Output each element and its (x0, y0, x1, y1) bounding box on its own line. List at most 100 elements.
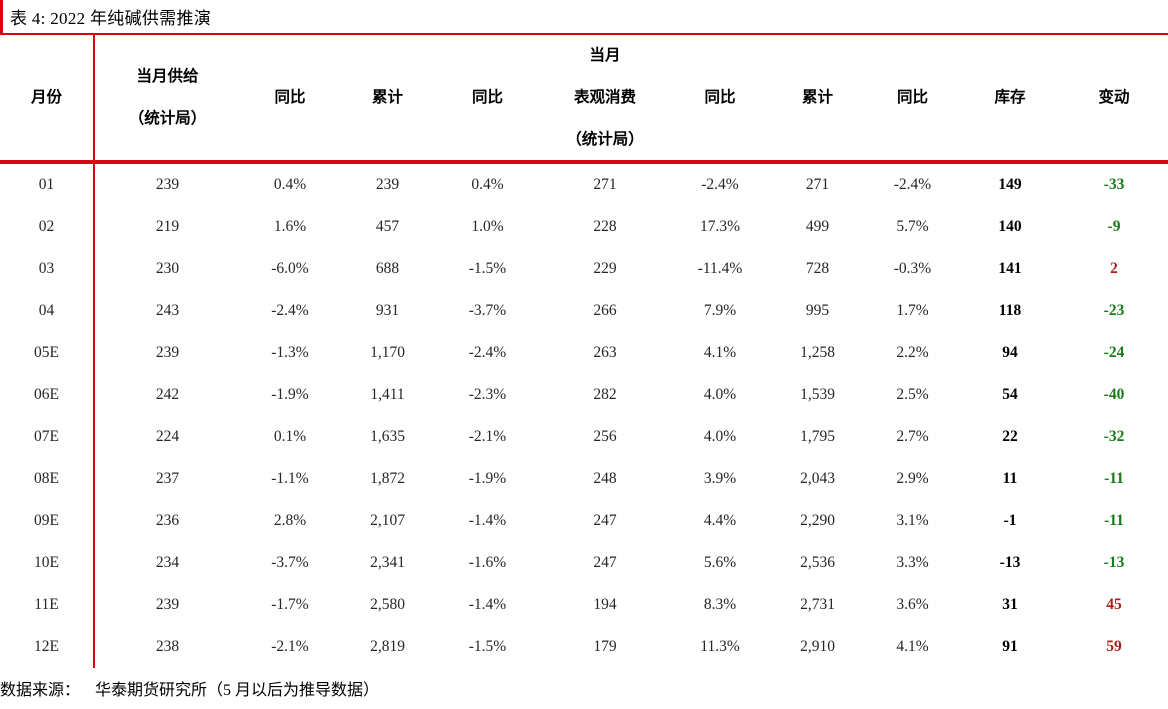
inventory-cell: -1 (1003, 512, 1017, 529)
col-header-change: 变动 (1060, 35, 1168, 160)
inventory-cell: 91 (1002, 638, 1018, 655)
consumption-yoy-cell: -11.4% (697, 260, 743, 277)
supply-cell: 238 (155, 638, 180, 655)
consumption-cell: 247 (593, 554, 617, 571)
col-header-month-label: 月份 (30, 88, 62, 106)
table-row: 07E 224 0.1% 1,635 -2.1% 256 4.0% 1,795 2.7% 22 -3… (0, 416, 1168, 458)
change-cell: -11 (1104, 512, 1124, 529)
table-title-text: 表 4: 2022 年纯碱供需推演 (10, 9, 212, 28)
supply-yoy-cell: -1.7% (271, 596, 309, 613)
data-source-note: 数据来源： 华泰期货研究所（5 月以后为推导数据） (0, 676, 1168, 700)
supply-cum-yoy-cell: -1.5% (468, 260, 507, 277)
col-header-inventory: 库存 (960, 35, 1060, 160)
supply-cum-yoy-cell: -2.4% (468, 344, 507, 361)
consumption-cum-yoy-cell: 3.3% (896, 554, 929, 571)
supply-yoy-cell: 2.8% (273, 512, 307, 529)
table-row: 06E 242 -1.9% 1,411 -2.3% 282 4.0% 1,539 2.5% 54 -… (0, 374, 1168, 416)
supply-cum-cell: 688 (375, 260, 400, 277)
supply-yoy-cell: 0.1% (273, 428, 307, 445)
consumption-cell: 248 (593, 470, 617, 487)
col-header-consumption-cum-yoy: 同比 (865, 35, 960, 160)
consumption-cum-yoy-cell: 4.1% (896, 638, 929, 655)
consumption-cum-yoy-cell: 2.7% (896, 428, 929, 445)
consumption-cum-yoy-cell: 2.5% (896, 386, 929, 403)
supply-cum-yoy-cell: 1.0% (471, 218, 504, 235)
consumption-cum-cell: 1,539 (800, 386, 835, 403)
col-header-consumption-yoy: 同比 (670, 35, 770, 160)
month-cell: 04 (0, 290, 95, 332)
consumption-yoy-cell: 5.6% (703, 554, 737, 571)
inventory-cell: 94 (1002, 344, 1018, 361)
consumption-cum-yoy-cell: 3.1% (896, 512, 929, 529)
consumption-yoy-cell: 4.1% (703, 344, 737, 361)
month-cell: 12E (0, 626, 95, 668)
change-cell: -40 (1103, 386, 1125, 403)
table-body: 01 239 0.4% 239 0.4% 271 -2.4% 271 -2.4% 149 -33 02… (0, 164, 1168, 668)
month-cell: 01 (0, 164, 95, 206)
col-header-inventory-label: 库存 (994, 88, 1026, 106)
consumption-cell: 256 (593, 428, 617, 445)
month-cell: 10E (0, 542, 95, 584)
supply-yoy-cell: -3.7% (271, 554, 309, 571)
col-header-consumption-line2: 表观消费 (573, 88, 636, 106)
col-header-consumption: 当月 表观消费 （统计局） (540, 35, 670, 160)
col-header-consumption-yoy-label: 同比 (704, 88, 736, 106)
consumption-cell: 282 (593, 386, 617, 403)
supply-cum-cell: 1,635 (370, 428, 405, 445)
change-cell: -23 (1103, 302, 1125, 319)
supply-cum-yoy-cell: -3.7% (468, 302, 507, 319)
table-row: 05E 239 -1.3% 1,170 -2.4% 263 4.1% 1,258 2.2% 94 -… (0, 332, 1168, 374)
table-row: 02 219 1.6% 457 1.0% 228 17.3% 499 5.7% 140 -9 (0, 206, 1168, 248)
consumption-cum-yoy-cell: 2.2% (896, 344, 929, 361)
supply-yoy-cell: -2.4% (271, 302, 309, 319)
supply-cell: 230 (155, 260, 180, 277)
inventory-cell: 54 (1002, 386, 1018, 403)
supply-cum-cell: 2,580 (370, 596, 405, 613)
consumption-cell: 247 (593, 512, 617, 529)
consumption-cum-yoy-cell: 3.6% (896, 596, 929, 613)
supply-cum-yoy-cell: -2.1% (468, 428, 507, 445)
supply-cell: 219 (155, 218, 180, 235)
supply-cum-cell: 2,819 (370, 638, 405, 655)
change-cell: 2 (1110, 260, 1118, 277)
col-header-supply-line2: （统计局） (128, 109, 207, 127)
supply-cum-cell: 1,170 (370, 344, 405, 361)
consumption-cell: 271 (593, 176, 617, 193)
change-cell: -24 (1103, 344, 1125, 361)
month-cell: 05E (0, 332, 95, 374)
supply-cum-cell: 239 (375, 176, 400, 193)
month-cell: 09E (0, 500, 95, 542)
supply-cum-yoy-cell: -2.3% (468, 386, 507, 403)
col-header-consumption-cum-yoy-label: 同比 (896, 88, 928, 106)
col-header-supply-yoy: 同比 (240, 35, 340, 160)
supply-cum-cell: 2,341 (370, 554, 405, 571)
supply-yoy-cell: 0.4% (273, 176, 307, 193)
table-row: 01 239 0.4% 239 0.4% 271 -2.4% 271 -2.4% 149 -33 (0, 164, 1168, 206)
consumption-yoy-cell: 11.3% (700, 638, 740, 655)
consumption-cell: 179 (593, 638, 617, 655)
supply-cum-yoy-cell: -1.9% (468, 470, 507, 487)
supply-yoy-cell: 1.6% (273, 218, 307, 235)
consumption-cum-cell: 2,290 (800, 512, 835, 529)
consumption-cum-cell: 1,258 (800, 344, 835, 361)
consumption-yoy-cell: 17.3% (699, 218, 741, 235)
supply-yoy-cell: -1.1% (271, 470, 309, 487)
col-header-consumption-cum-label: 累计 (801, 88, 833, 106)
col-header-supply-yoy-label: 同比 (274, 88, 306, 106)
consumption-cum-cell: 2,910 (800, 638, 835, 655)
month-cell: 07E (0, 416, 95, 458)
consumption-cum-cell: 271 (805, 176, 830, 193)
supply-yoy-cell: -6.0% (271, 260, 309, 277)
change-cell: -9 (1107, 218, 1121, 235)
table-title: 表 4: 2022 年纯碱供需推演 (0, 0, 1168, 33)
inventory-cell: 31 (1002, 596, 1018, 613)
supply-cum-yoy-cell: -1.4% (468, 512, 507, 529)
supply-cum-cell: 457 (375, 218, 400, 235)
table-row: 09E 236 2.8% 2,107 -1.4% 247 4.4% 2,290 3.1% -1 -1… (0, 500, 1168, 542)
table-row: 11E 239 -1.7% 2,580 -1.4% 194 8.3% 2,731 3.6% 31 4… (0, 584, 1168, 626)
consumption-cum-cell: 2,731 (800, 596, 835, 613)
data-source-label: 数据来源： (0, 682, 81, 699)
data-source-text: 华泰期货研究所（5 月以后为推导数据） (95, 682, 380, 699)
col-header-consumption-cum: 累计 (770, 35, 865, 160)
supply-cell: 234 (155, 554, 180, 571)
